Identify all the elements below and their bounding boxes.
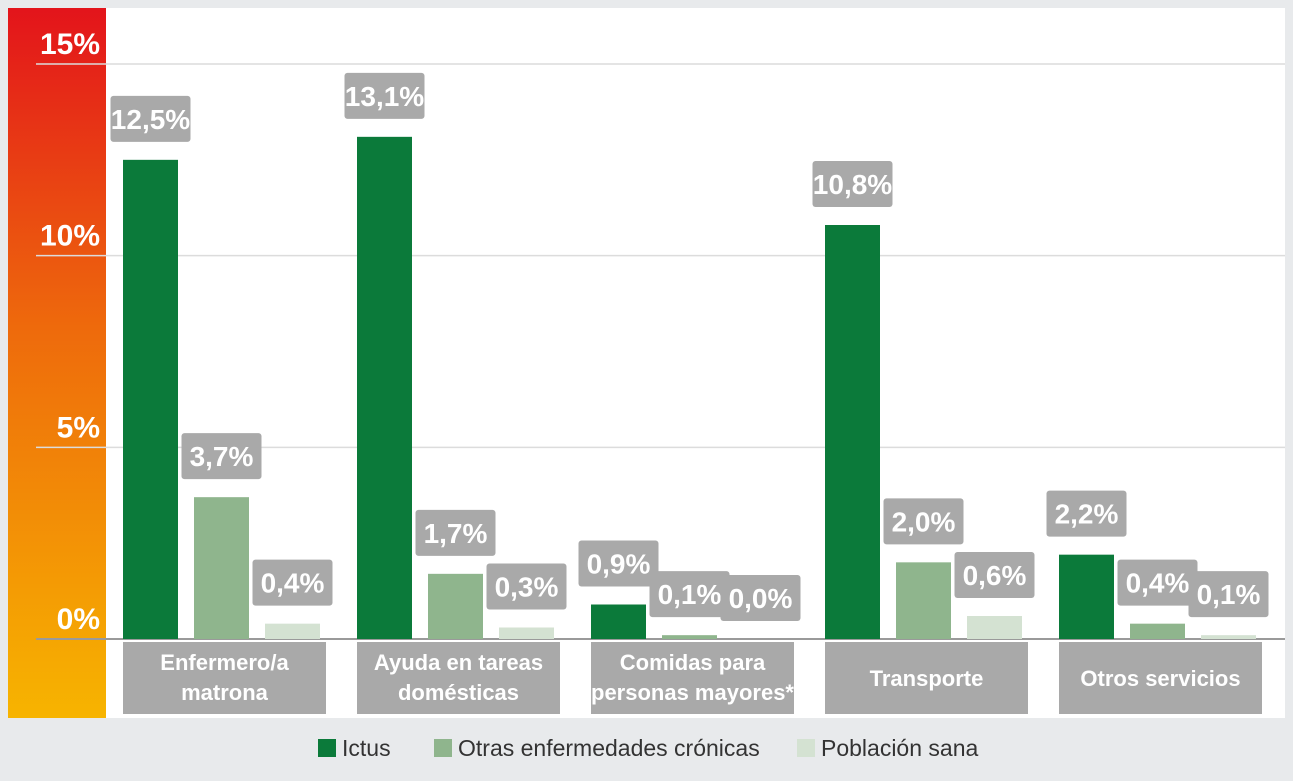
data-label: 0,6% bbox=[963, 560, 1027, 591]
data-label: 2,2% bbox=[1055, 499, 1119, 530]
data-label-box bbox=[1188, 571, 1269, 618]
y-tick-label: 0% bbox=[57, 603, 100, 636]
bar bbox=[1059, 554, 1114, 639]
category-label: domésticas bbox=[398, 680, 519, 705]
bars bbox=[123, 136, 1256, 640]
bar bbox=[428, 573, 483, 639]
data-label-box bbox=[181, 433, 262, 480]
legend-swatch bbox=[318, 739, 336, 757]
category-label: Enfermero/a bbox=[160, 650, 289, 675]
data-label: 0,9% bbox=[587, 549, 651, 580]
category-label: Comidas para bbox=[620, 650, 766, 675]
data-label-box bbox=[954, 552, 1035, 598]
category-label-box bbox=[591, 642, 794, 714]
legend-label: Población sana bbox=[821, 735, 978, 761]
category-label: Ayuda en tareas bbox=[374, 650, 543, 675]
bar bbox=[123, 159, 178, 640]
data-label-box bbox=[649, 571, 730, 618]
data-label: 0,3% bbox=[495, 572, 559, 603]
data-label-box bbox=[1046, 490, 1127, 537]
data-label-box bbox=[486, 563, 567, 610]
data-label-box bbox=[812, 161, 893, 207]
data-label: 0,4% bbox=[261, 568, 325, 599]
bar bbox=[896, 562, 951, 639]
data-label: 0,4% bbox=[1126, 568, 1190, 599]
data-label-box bbox=[883, 498, 964, 545]
bar bbox=[591, 604, 646, 639]
data-label: 12,5% bbox=[111, 104, 190, 135]
bar bbox=[1201, 635, 1256, 639]
data-label-box bbox=[578, 540, 659, 587]
data-label: 2,0% bbox=[892, 506, 956, 537]
category-label-box bbox=[123, 642, 326, 714]
legend-label: Ictus bbox=[342, 735, 391, 761]
data-label-box bbox=[415, 509, 496, 556]
bar bbox=[265, 623, 320, 639]
data-label-box bbox=[1117, 559, 1198, 606]
category-label-box bbox=[825, 642, 1028, 714]
bar bbox=[194, 497, 249, 639]
legend-swatch bbox=[797, 739, 815, 757]
legend-swatch bbox=[434, 739, 452, 757]
category-label: personas mayores* bbox=[591, 680, 794, 705]
legend-label: Otras enfermedades crónicas bbox=[458, 735, 760, 761]
y-tick-label: 10% bbox=[40, 220, 100, 253]
legend: Ictus Otras enfermedades crónicas Població… bbox=[318, 735, 978, 761]
bar bbox=[1130, 623, 1185, 639]
bar bbox=[662, 635, 717, 639]
data-label-box bbox=[252, 559, 333, 606]
category-label-box bbox=[1059, 642, 1262, 714]
y-tick-label: 5% bbox=[57, 411, 100, 444]
category-label: Transporte bbox=[870, 666, 984, 691]
category-label-box bbox=[357, 642, 560, 714]
category-labels: Enfermero/a matrona Ayuda en tareas domésti… bbox=[123, 642, 1262, 714]
data-label-box bbox=[344, 72, 425, 119]
data-label: 1,7% bbox=[424, 518, 488, 549]
y-tick-labels: 0% 5% 10% 15% bbox=[40, 28, 100, 636]
data-label-box bbox=[720, 575, 801, 621]
data-label: 3,7% bbox=[190, 441, 254, 472]
data-label: 10,8% bbox=[813, 169, 892, 200]
data-label-box bbox=[110, 95, 191, 142]
data-label: 0,1% bbox=[658, 579, 722, 610]
category-label: Otros servicios bbox=[1080, 666, 1240, 691]
data-labels: 12,5%3,7%0,4%13,1%1,7%0,3%0,9%0,1% 0,0%10… bbox=[110, 72, 1269, 621]
data-label: 0,0% bbox=[729, 583, 793, 614]
bar bbox=[967, 616, 1022, 639]
bar bbox=[499, 627, 554, 639]
data-label: 0,1% bbox=[1197, 579, 1261, 610]
category-label: matrona bbox=[181, 680, 269, 705]
data-label: 13,1% bbox=[345, 81, 424, 112]
bar bbox=[825, 225, 880, 639]
y-axis-gradient-bar bbox=[8, 8, 106, 718]
y-tick-label: 15% bbox=[40, 28, 100, 61]
bar bbox=[357, 136, 412, 640]
